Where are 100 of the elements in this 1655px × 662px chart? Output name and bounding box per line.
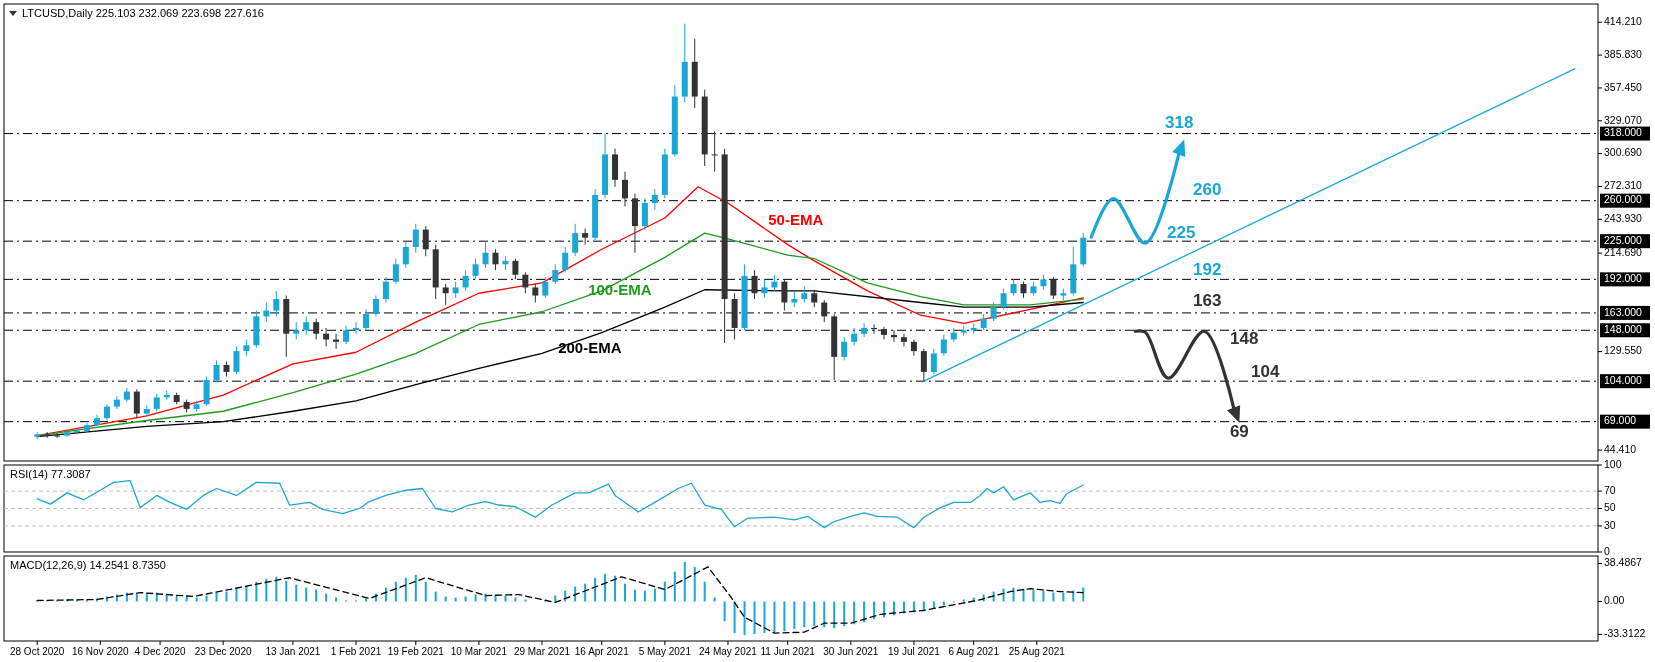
bar: [285, 580, 288, 602]
y-tick-label: 30: [1604, 518, 1616, 531]
bar: [663, 581, 666, 602]
candlestick: [641, 197, 648, 231]
candlestick: [711, 130, 718, 173]
candlestick: [761, 278, 768, 299]
candlestick: [542, 276, 549, 299]
ref-line-label: 318.000: [1604, 126, 1643, 139]
y-tick-label: 129.550: [1604, 344, 1643, 357]
candlestick: [920, 348, 927, 382]
bar: [813, 601, 816, 627]
bar: [833, 601, 836, 629]
candlestick: [133, 388, 140, 419]
bar: [633, 589, 636, 602]
y-tick-label: 414.210: [1604, 15, 1643, 28]
x-tick-label: 16 Nov 2020: [71, 646, 130, 657]
y-tick-label: 38.4867: [1604, 556, 1643, 569]
bar: [624, 583, 626, 602]
bar: [693, 566, 696, 602]
candlestick: [492, 248, 499, 271]
bar: [853, 601, 856, 625]
bar: [643, 590, 646, 602]
y-tick-label: -33.3122: [1604, 627, 1646, 640]
candlestick: [930, 348, 937, 375]
bar: [305, 587, 308, 602]
candlestick: [343, 325, 350, 345]
bar: [753, 601, 756, 635]
candlestick: [482, 240, 489, 269]
candlestick: [362, 308, 369, 331]
y-tick-label: 0.00: [1604, 594, 1625, 607]
bar: [773, 601, 776, 633]
x-tick-label: 5 May 2021: [638, 646, 692, 657]
y-tick-label: 272.310: [1604, 179, 1643, 192]
candlestick: [990, 302, 997, 322]
ref-line-label: 69.000: [1604, 414, 1637, 427]
y-tick-label: 70: [1604, 483, 1616, 496]
ref-line-label: 104.000: [1604, 373, 1643, 386]
candlestick: [372, 295, 379, 317]
bar: [1042, 590, 1045, 602]
candlestick: [1000, 288, 1007, 310]
ref-line-label: 148.000: [1604, 323, 1643, 336]
candlestick: [851, 327, 858, 346]
y-tick-label: 329.070: [1604, 113, 1643, 126]
bar: [255, 581, 258, 602]
annotation: 69: [1229, 422, 1249, 442]
candlestick: [233, 345, 240, 375]
annotation: 225: [1167, 222, 1196, 242]
y-tick-label: 385.830: [1604, 47, 1643, 60]
candlestick: [781, 278, 788, 312]
bar: [823, 601, 826, 628]
bar: [843, 601, 846, 627]
x-tick-label: 1 Feb 2021: [330, 646, 382, 657]
x-tick-label: 24 May 2021: [699, 646, 758, 657]
bar: [733, 601, 736, 634]
bar: [614, 575, 617, 602]
annotation: 192: [1193, 259, 1222, 279]
y-tick-label: 357.450: [1604, 80, 1643, 93]
y-tick-label: 300.690: [1604, 146, 1643, 159]
annotation: 200-EMA: [558, 339, 622, 357]
candlestick: [412, 223, 419, 254]
x-tick-label: 29 Mar 2021: [513, 646, 571, 657]
candlestick: [273, 290, 280, 317]
bar: [873, 601, 876, 620]
candlestick: [1050, 276, 1057, 300]
y-tick-label: 50: [1604, 501, 1616, 514]
candlestick: [512, 258, 519, 280]
candlestick: [861, 322, 868, 338]
bar: [743, 601, 746, 636]
bar: [863, 601, 866, 623]
candlestick: [422, 225, 429, 257]
bar: [604, 573, 607, 602]
candlestick: [821, 299, 828, 323]
candlestick: [532, 283, 539, 303]
bar: [315, 589, 318, 602]
annotation: 163: [1193, 291, 1222, 311]
bar: [912, 601, 915, 613]
x-tick-label: 6 Aug 2021: [948, 646, 1000, 657]
candlestick: [442, 283, 449, 306]
candlestick: [562, 246, 569, 273]
ref-line-label: 225.000: [1604, 233, 1643, 246]
bar: [225, 591, 228, 602]
bar: [783, 601, 786, 632]
line-series: [36, 480, 1084, 529]
bar: [594, 577, 597, 602]
candlestick: [900, 333, 907, 347]
x-tick-label: 23 Dec 2020: [194, 646, 252, 657]
x-tick-label: 19 Jul 2021: [888, 646, 941, 657]
x-tick-label: 4 Dec 2020: [134, 646, 187, 657]
candlestick: [582, 227, 589, 246]
candlestick: [323, 327, 330, 347]
bar: [404, 577, 407, 602]
candlestick: [54, 432, 61, 439]
bar: [434, 591, 437, 602]
annotation: 50-EMA: [768, 210, 824, 228]
ref-line-label: 163.000: [1604, 305, 1643, 318]
chart-title: LTCUSD,Daily 225.103 232.069 223.698 227.616: [22, 7, 264, 19]
bar: [1032, 589, 1035, 602]
candlestick: [313, 318, 320, 341]
candlestick: [572, 223, 579, 257]
chart-title: MACD(12,26,9) 14.2541 8.7350: [10, 559, 166, 571]
